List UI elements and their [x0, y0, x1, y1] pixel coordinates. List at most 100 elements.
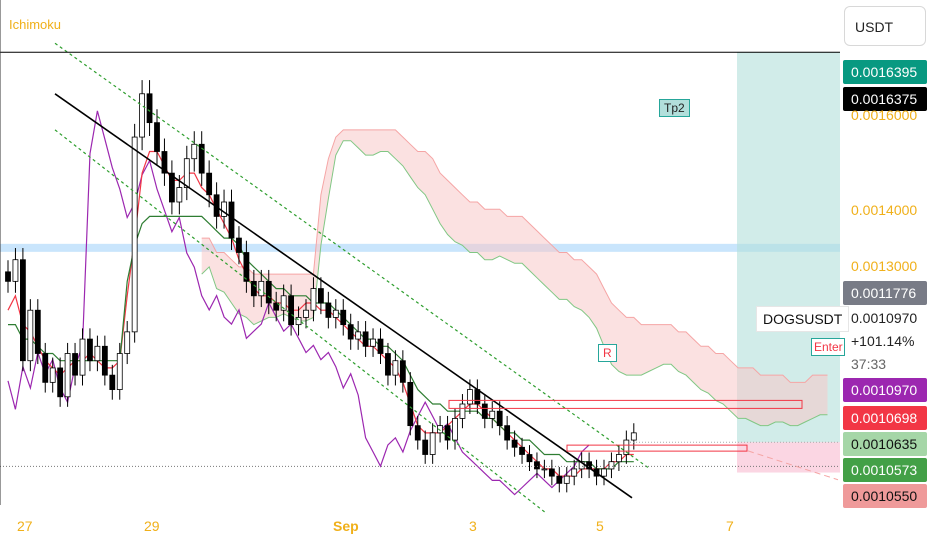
candle-body: [630, 432, 637, 441]
candle-body: [519, 446, 525, 455]
tp2-tag[interactable]: Tp2: [659, 99, 690, 117]
candle-body: [616, 454, 622, 463]
change-percent: +101.14%: [851, 333, 915, 349]
price-tick: 0.0013000: [851, 258, 918, 274]
price-tick: 0.0014000: [851, 202, 918, 218]
candle-body: [146, 93, 153, 124]
candle-body: [362, 331, 369, 347]
candle-body: [5, 271, 11, 282]
channel-lower: [54, 129, 546, 513]
price-label: 0.0011776: [843, 281, 927, 305]
candle-body: [541, 468, 548, 471]
candle-body: [94, 345, 101, 362]
time-tick: 5: [596, 518, 604, 534]
candle-body: [228, 201, 235, 239]
bar-countdown: 37:33: [851, 356, 887, 372]
overlay-layer: [0, 0, 840, 513]
candle-body: [87, 338, 93, 362]
price-label: 0.0010573: [843, 458, 927, 482]
price-label: 0.0010550: [843, 484, 927, 508]
candle-body: [168, 172, 175, 203]
candle-body: [466, 389, 473, 405]
candle-body: [556, 475, 563, 484]
channel-upper: [54, 42, 651, 470]
candle-body: [57, 367, 64, 398]
candle-body: [258, 280, 265, 297]
candle-body: [385, 353, 391, 376]
candle-body: [459, 403, 466, 419]
candle-body: [221, 201, 227, 217]
senkou-span-b: [201, 129, 828, 383]
candle-body: [34, 309, 41, 354]
candle-body: [429, 432, 436, 455]
currency-selector[interactable]: USDT: [844, 6, 926, 46]
symbol-label: DOGSUSDT: [756, 306, 850, 332]
candle-body: [42, 353, 49, 383]
candle-body: [176, 187, 183, 203]
candle-body: [116, 353, 123, 390]
candle-body: [139, 93, 146, 138]
price-label: 0.0016395: [843, 60, 927, 84]
r-tag[interactable]: R: [598, 344, 617, 362]
price-tick: 0.0016000: [851, 107, 918, 123]
stop-zone: [737, 442, 840, 473]
candle-body: [414, 425, 421, 441]
candle-body: [571, 468, 578, 477]
cloud-layer: [201, 129, 828, 427]
candle-body: [504, 425, 511, 441]
candle-body: [19, 259, 26, 362]
candle-body: [154, 122, 160, 152]
candle-body: [347, 324, 354, 340]
enter-tag[interactable]: Enter: [811, 338, 845, 356]
candle-body: [161, 151, 168, 174]
time-tick: 7: [726, 518, 734, 534]
candle-body: [601, 468, 607, 477]
candle-body: [243, 252, 250, 282]
ichimoku-cloud: [201, 129, 828, 426]
support-band: [0, 243, 840, 252]
candle-body: [206, 172, 213, 196]
candle-body: [474, 389, 481, 405]
candle-body: [332, 309, 339, 318]
candle-body: [399, 360, 406, 383]
candle-body: [355, 331, 362, 340]
time-tick: 27: [17, 518, 33, 534]
candle-body: [303, 309, 309, 318]
candle-body: [124, 331, 131, 354]
price-label: 0.0010635: [843, 432, 927, 456]
candle-body: [534, 461, 540, 470]
candle-body: [511, 439, 518, 448]
candle-body: [489, 410, 496, 419]
candle-body: [12, 259, 19, 282]
candle-body: [437, 425, 444, 434]
candle-body: [72, 353, 78, 376]
indicator-title[interactable]: Ichimoku: [9, 17, 62, 32]
retest-box: [566, 444, 748, 452]
candle-body: [563, 475, 570, 484]
zone-layer: [0, 52, 840, 473]
candle-body: [273, 302, 280, 311]
candle-body: [183, 158, 190, 188]
time-tick: Sep: [333, 518, 359, 534]
candle-body: [250, 280, 257, 297]
candle-body: [377, 338, 384, 354]
candle-body: [340, 309, 347, 326]
candle-body: [317, 288, 324, 304]
candle-body: [548, 468, 555, 477]
candle-body: [280, 295, 287, 311]
candle-body: [608, 461, 615, 470]
price-label: 0.0010970: [843, 378, 927, 402]
candle-body: [198, 143, 205, 174]
candle-body: [288, 295, 295, 326]
candle-body: [109, 374, 116, 390]
candle-body: [526, 454, 533, 463]
price-label: 0.0016375: [843, 87, 927, 111]
candle-body: [79, 338, 86, 376]
candle-body: [101, 345, 108, 376]
candle-body: [295, 317, 302, 326]
candle-body: [481, 403, 488, 419]
candle-body: [131, 136, 138, 333]
candle-body: [623, 439, 630, 455]
candle-body: [392, 360, 399, 376]
